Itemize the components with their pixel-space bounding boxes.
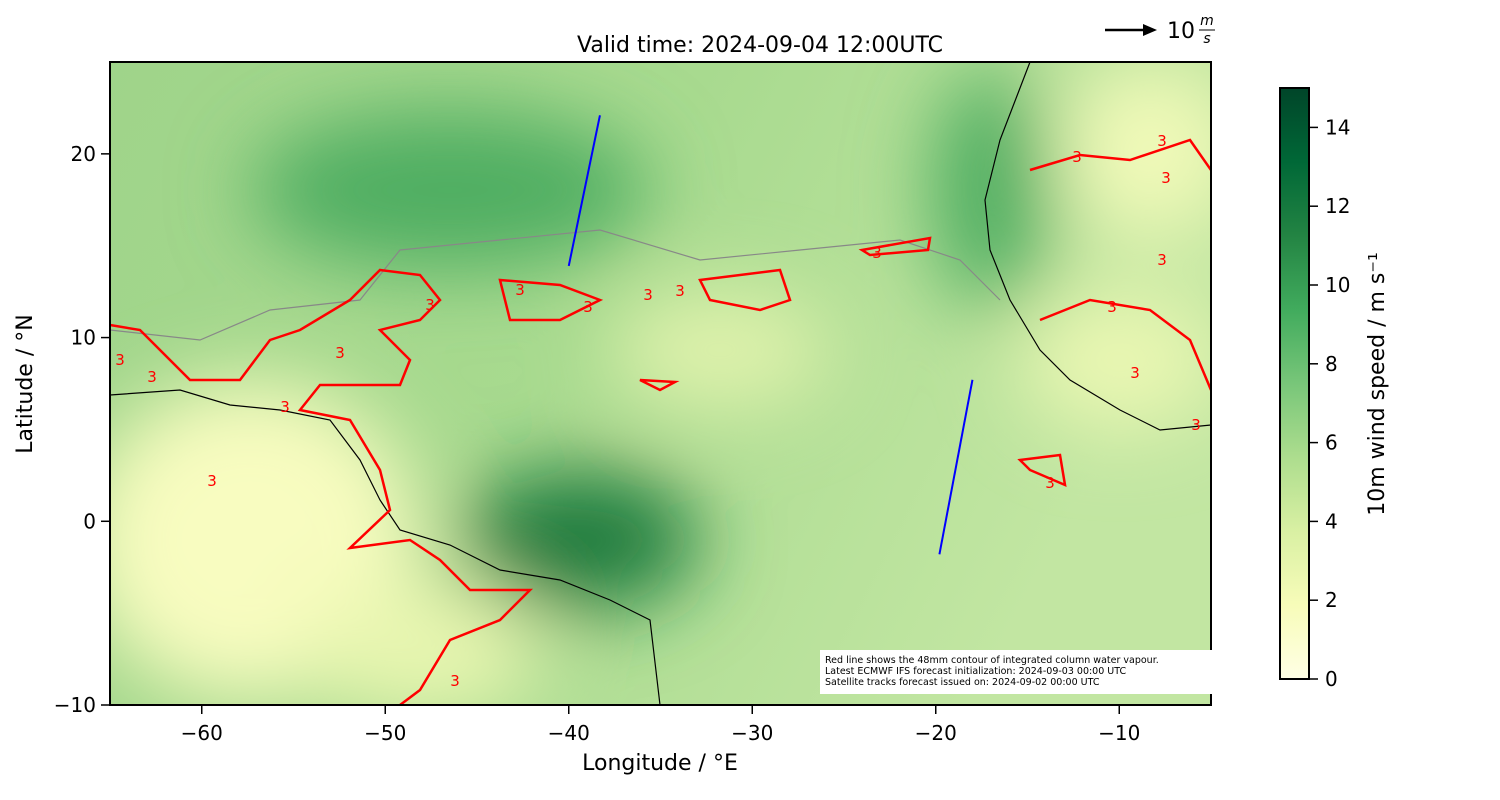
note-text: Latest ECMWF IFS forecast initialization…: [825, 666, 1126, 677]
note-box: [820, 650, 1215, 694]
plot-frame: [109, 61, 1212, 706]
colorbar-label: 10m wind speed / m s⁻¹: [1365, 252, 1390, 516]
colorbar-tick-label: 8: [1325, 352, 1338, 376]
x-tick-label: −30: [731, 721, 773, 745]
contour-label: 3: [1130, 364, 1140, 382]
y-tick-label: 20: [71, 142, 96, 166]
note-text: Satellite tracks forecast issued on: 202…: [825, 677, 1100, 688]
contour-label: 3: [1072, 148, 1082, 166]
contour-label: 3: [1045, 474, 1055, 492]
x-tick-label: −50: [364, 721, 406, 745]
quiver-key-unit-top: m: [1200, 13, 1214, 29]
x-tick-label: −60: [181, 721, 223, 745]
y-tick-label: −10: [54, 693, 96, 717]
contour-label: 3: [515, 281, 525, 299]
colorbar-tick-label: 4: [1325, 509, 1338, 533]
contour-label: 3: [872, 244, 882, 262]
x-tick-label: −10: [1098, 721, 1140, 745]
y-axis-label: Latitude / °N: [13, 314, 38, 453]
colorbar-tick-label: 14: [1325, 115, 1350, 139]
contour-label: 3: [115, 351, 125, 369]
map-background: [110, 62, 1211, 705]
y-tick-label: 10: [71, 326, 96, 350]
x-axis-label: Longitude / °E: [582, 751, 738, 776]
x-tick-label: −40: [548, 721, 590, 745]
colorbar-tick-label: 2: [1325, 588, 1338, 612]
y-tick-label: 0: [83, 509, 96, 533]
quiver-key-value: 10: [1167, 19, 1195, 44]
contour-label: 3: [280, 398, 290, 416]
colorbar-tick-label: 6: [1325, 431, 1338, 455]
contour-label: 3: [335, 344, 345, 362]
x-tick-label: −20: [915, 721, 957, 745]
contour-label: 3: [450, 672, 460, 690]
contour-label: 3: [1191, 416, 1201, 434]
contour-label: 3: [675, 282, 685, 300]
colorbar-tick-label: 12: [1325, 194, 1350, 218]
chart-title: Valid time: 2024-09-04 12:00UTC: [577, 33, 943, 58]
quiver-key-head: [1143, 24, 1157, 36]
contour-label: 3: [1107, 298, 1117, 316]
satellite-track: [567, 115, 601, 267]
contour-label: 3: [147, 368, 157, 386]
contour-label: 3: [583, 298, 593, 316]
contour-label: 3: [1161, 169, 1171, 187]
contour-label: 3: [643, 286, 653, 304]
satellite-track: [938, 379, 974, 555]
contour-label: 3: [207, 472, 217, 490]
quiver-key-unit-bottom: s: [1203, 31, 1210, 47]
colorbar-tick-label: 0: [1325, 667, 1338, 691]
colorbar-tick-label: 10: [1325, 273, 1350, 297]
colorbar: [1279, 87, 1310, 680]
contour-label: 3: [425, 296, 435, 314]
contour-label: 3: [1157, 132, 1167, 150]
note-text: Red line shows the 48mm contour of integ…: [825, 655, 1159, 666]
contour-label: 3: [1157, 251, 1167, 269]
